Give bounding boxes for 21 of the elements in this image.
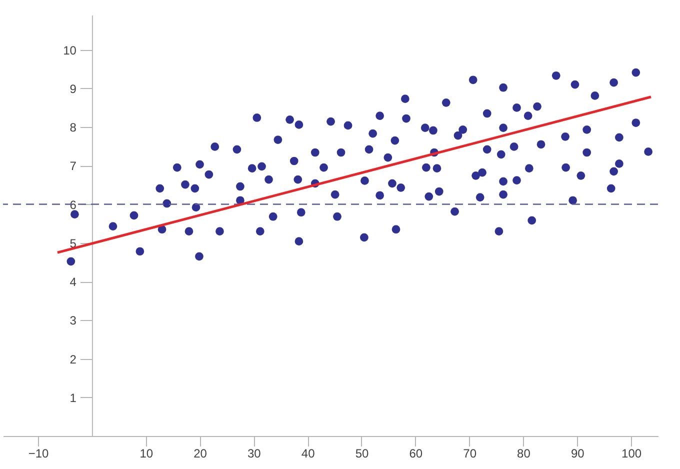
x-tick-label: 50 <box>355 446 369 460</box>
y-tick-label: 2 <box>70 352 77 366</box>
x-tick-label: 100 <box>622 446 642 460</box>
x-tick-label: 20 <box>194 446 208 460</box>
y-tick-label: 9 <box>70 82 77 96</box>
y-tick-label: 8 <box>70 120 77 135</box>
x-tick-label: 90 <box>570 446 585 460</box>
x-tick-label: 30 <box>248 446 262 460</box>
x-tick-label: 60 <box>409 446 423 460</box>
y-tick-label: 4 <box>70 275 77 290</box>
x-tick-label: 80 <box>517 446 531 460</box>
y-tick-label: 6 <box>70 198 77 212</box>
x-tick-label: 70 <box>463 446 477 460</box>
x-tick-label: 40 <box>301 446 316 460</box>
y-tick-label: 10 <box>63 43 77 58</box>
y-tick-label: 3 <box>70 314 77 328</box>
x-tick-label: −10 <box>28 446 50 460</box>
y-tick-label: 1 <box>70 390 77 405</box>
y-tick-label: 5 <box>70 236 77 250</box>
y-tick-label: 7 <box>70 159 77 174</box>
x-tick-label: 10 <box>140 446 154 460</box>
